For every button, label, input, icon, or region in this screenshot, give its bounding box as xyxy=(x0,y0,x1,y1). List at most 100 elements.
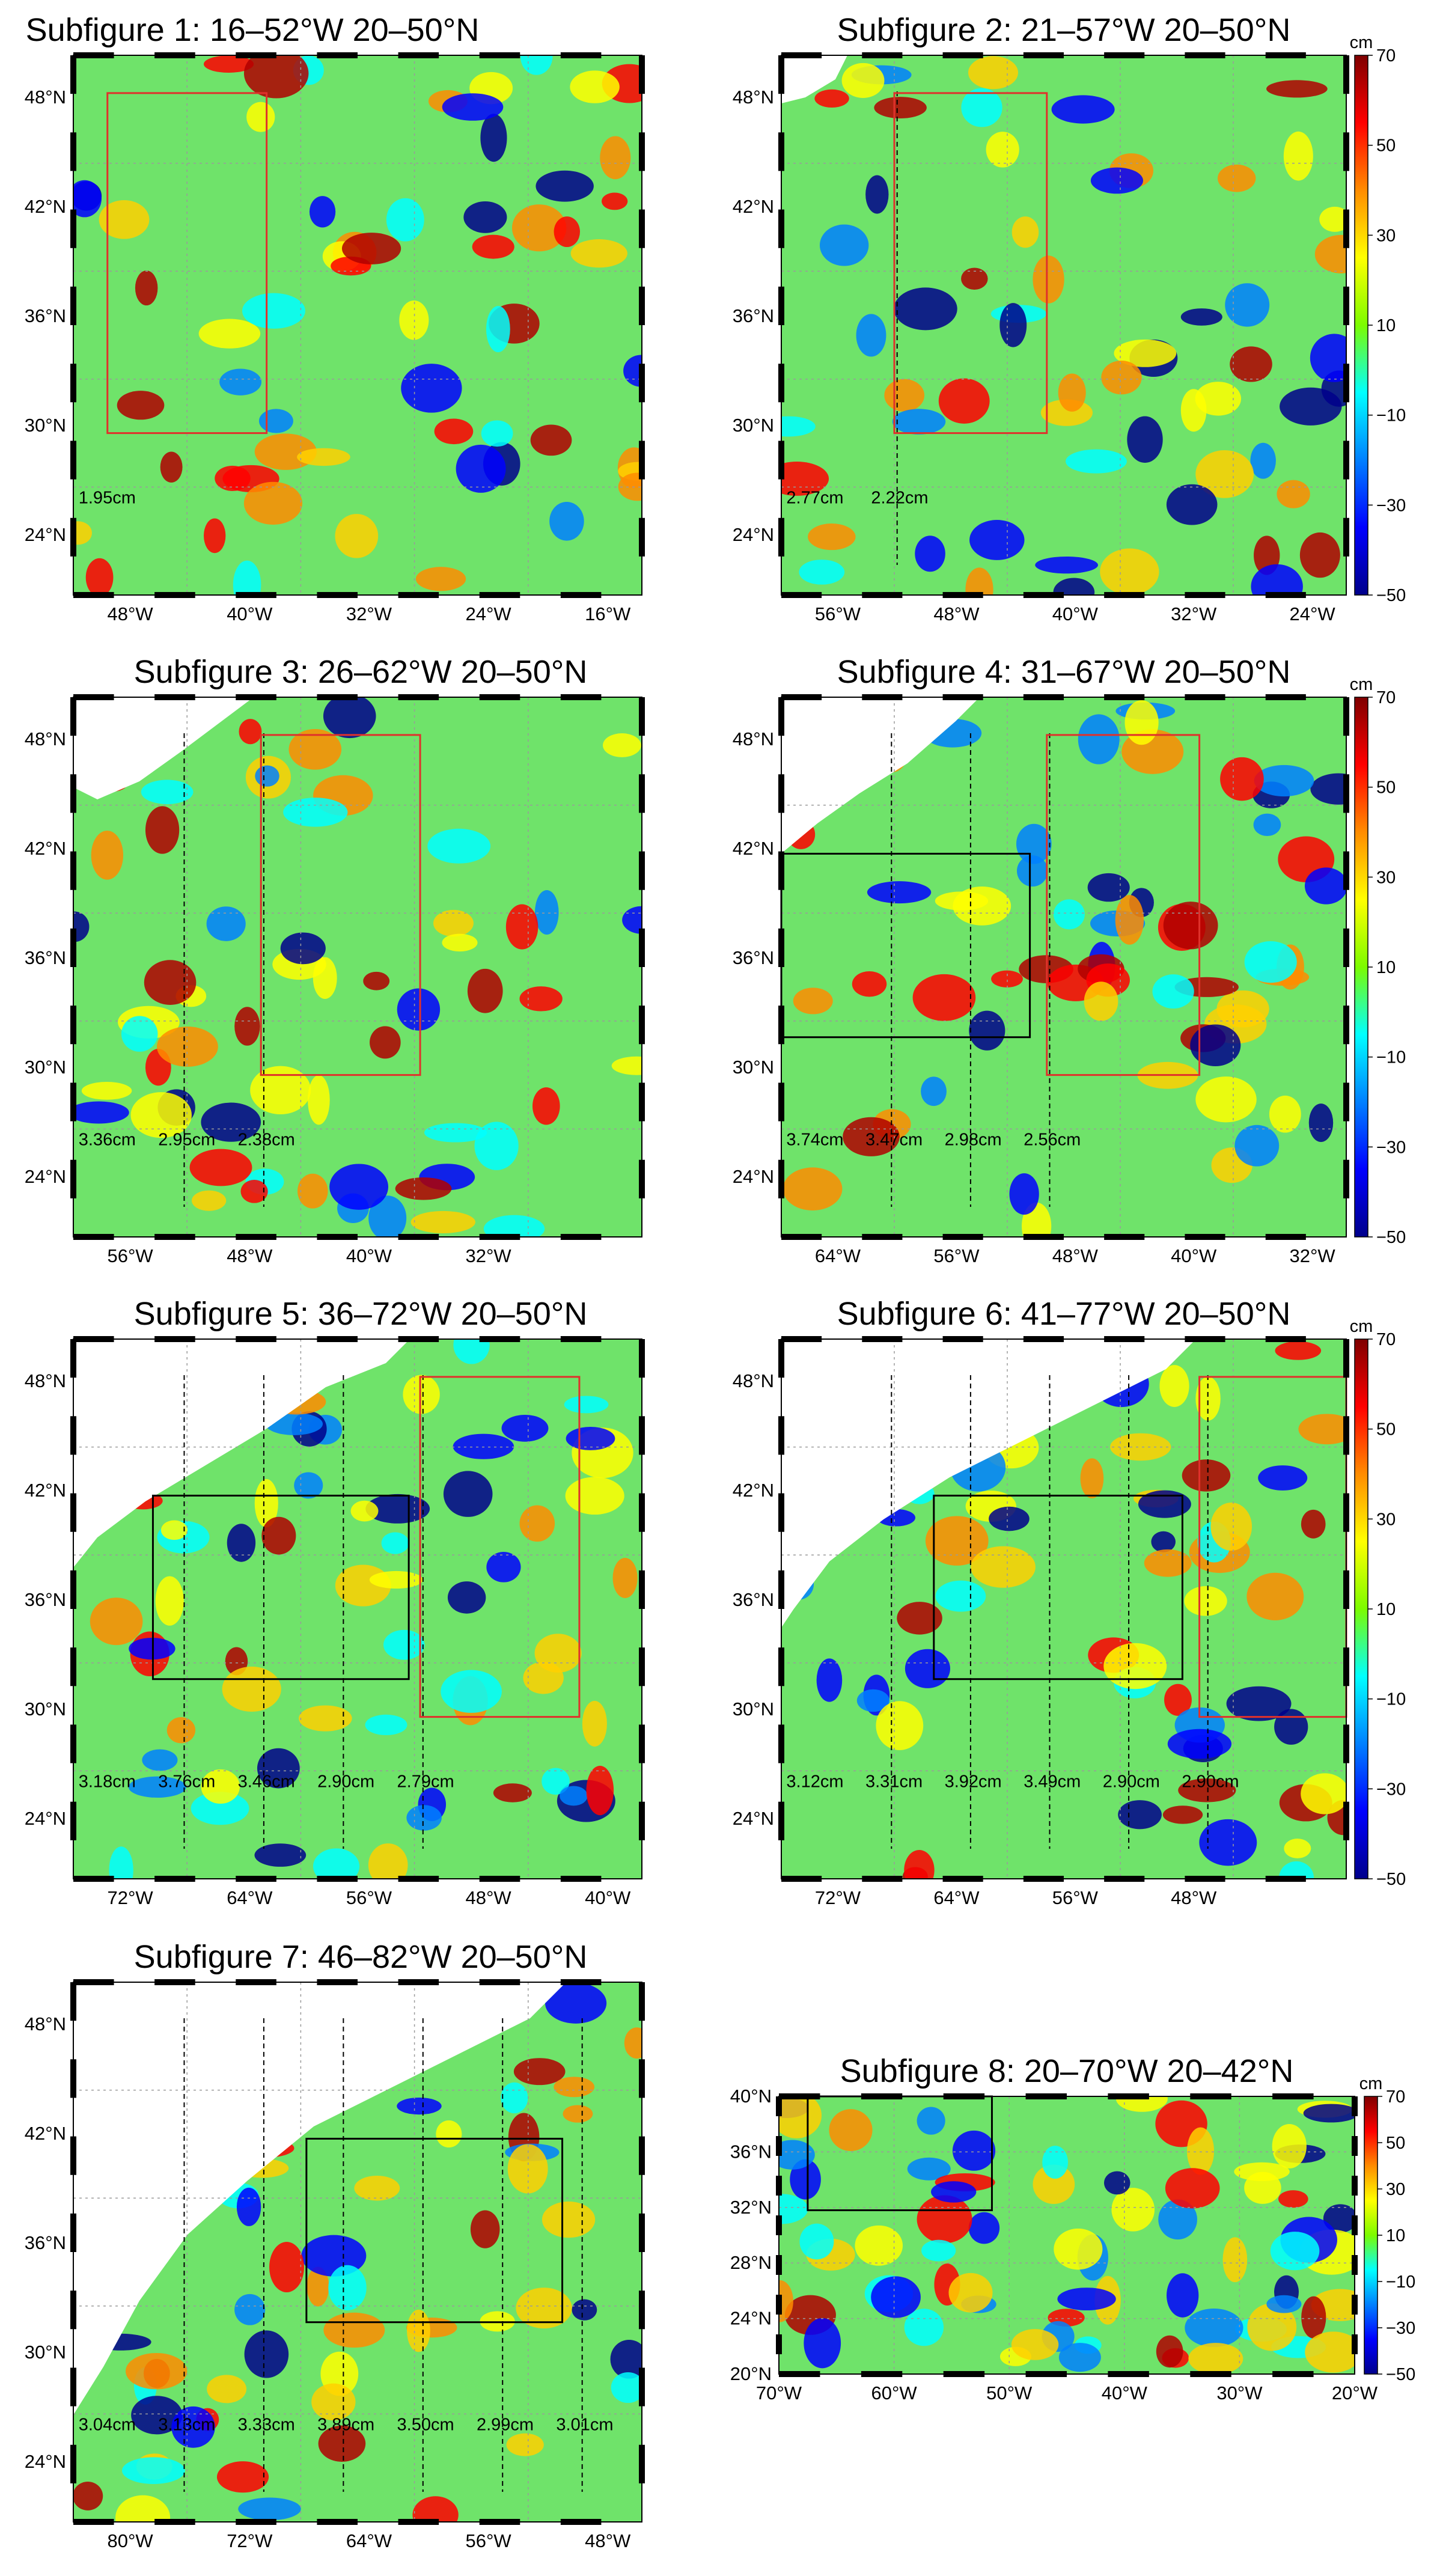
anomaly-blob xyxy=(1035,556,1098,574)
anomaly-blob xyxy=(318,2425,366,2462)
frame-checker xyxy=(778,1801,784,1840)
anomaly-blob xyxy=(1124,700,1159,745)
anomaly-blob xyxy=(308,1075,330,1125)
x-tick-label: 32°W xyxy=(466,1245,512,1266)
y-tick-label: 36°N xyxy=(25,947,66,968)
anomaly-blob xyxy=(1195,382,1242,416)
anomaly-blob xyxy=(297,448,350,466)
anomaly-blob xyxy=(799,2223,834,2260)
x-tick-label: 60°W xyxy=(871,2382,918,2404)
anomaly-blob xyxy=(804,2318,841,2369)
anomaly-blob xyxy=(1217,164,1256,192)
y-tick-label: 42°N xyxy=(733,838,774,859)
anomaly-blob xyxy=(554,2077,595,2098)
frame-checker xyxy=(398,2519,439,2525)
frame-checker xyxy=(781,52,822,58)
anomaly-blob xyxy=(242,293,305,329)
anomaly-blob xyxy=(1251,564,1303,595)
anomaly-blob xyxy=(126,2352,188,2390)
y-tick-label: 30°N xyxy=(733,1699,774,1720)
anomaly-blob xyxy=(1103,2171,1130,2195)
anomaly-blob xyxy=(1118,1800,1162,1830)
frame-checker xyxy=(778,209,784,248)
anomaly-blob xyxy=(814,89,849,108)
frame-checker xyxy=(154,694,195,700)
anomaly-blob xyxy=(991,970,1023,987)
anomaly-blob xyxy=(1270,2232,1320,2271)
anomaly-blob xyxy=(904,2309,944,2346)
frame-checker xyxy=(236,694,276,700)
anomaly-blob xyxy=(1310,773,1346,805)
land-mass xyxy=(781,697,980,853)
anomaly-blob xyxy=(545,1982,607,2024)
anomaly-blob xyxy=(1303,2104,1355,2123)
anomaly-blob xyxy=(294,1472,323,1499)
anomaly-blob xyxy=(255,765,279,787)
frame-checker xyxy=(73,592,114,598)
frame-checker xyxy=(70,517,76,557)
frame-checker xyxy=(1265,1336,1306,1342)
section-value-label: 3.13cm xyxy=(158,2415,215,2434)
frame-checker xyxy=(1343,1647,1349,1686)
anomaly-blob xyxy=(855,2225,903,2266)
y-tick-label: 36°N xyxy=(25,305,66,326)
frame-checker xyxy=(398,694,439,700)
frame-checker xyxy=(479,592,520,598)
anomaly-blob xyxy=(1011,2329,1059,2360)
anomaly-blob xyxy=(779,2194,808,2224)
anomaly-blob xyxy=(447,1581,486,1614)
anomaly-blob xyxy=(463,201,507,233)
anomaly-blob xyxy=(73,2482,103,2510)
frame-checker xyxy=(778,774,784,813)
x-tick-label: 56°W xyxy=(1052,1887,1099,1908)
anomaly-blob xyxy=(915,536,945,572)
anomaly-blob xyxy=(254,1479,278,1528)
anomaly-blob xyxy=(549,501,584,541)
frame-checker xyxy=(1343,1570,1349,1609)
anomaly-blob xyxy=(297,1173,328,1209)
frame-checker xyxy=(1343,1159,1349,1198)
frame-checker xyxy=(1104,1234,1145,1240)
frame-checker xyxy=(398,1979,439,1985)
anomaly-blob xyxy=(363,971,390,990)
section-value-label: 3.46cm xyxy=(238,1772,295,1791)
section-value-label: 1.95cm xyxy=(79,488,136,507)
anomaly-blob xyxy=(938,378,990,424)
anomaly-blob xyxy=(434,418,474,445)
frame-checker xyxy=(1272,2371,1314,2377)
anomaly-blob xyxy=(234,1007,260,1046)
frame-checker xyxy=(639,55,645,94)
anomaly-blob xyxy=(493,1783,532,1802)
anomaly-blob xyxy=(1057,2288,1116,2311)
anomaly-blob xyxy=(565,1477,624,1515)
anomaly-blob xyxy=(1279,1861,1314,1879)
section-value-label: 3.18cm xyxy=(79,1772,136,1791)
anomaly-blob xyxy=(436,2120,462,2148)
anomaly-blob xyxy=(894,287,957,331)
frame-checker xyxy=(1190,2371,1231,2377)
anomaly-blob xyxy=(600,136,631,180)
anomaly-blob xyxy=(611,1056,642,1075)
frame-checker xyxy=(639,209,645,248)
anomaly-blob xyxy=(610,2339,642,2379)
anomaly-blob xyxy=(1283,131,1313,181)
frame-checker xyxy=(639,1647,645,1686)
anomaly-blob xyxy=(1250,442,1276,479)
anomaly-blob xyxy=(917,2107,945,2135)
frame-checker xyxy=(1185,694,1225,700)
frame-checker xyxy=(1343,1082,1349,1122)
anomaly-blob xyxy=(117,391,165,420)
frame-checker xyxy=(154,1876,195,1882)
frame-checker xyxy=(639,2213,645,2252)
colorbar-tick-label: −30 xyxy=(1376,1780,1406,1799)
anomaly-blob xyxy=(819,224,869,266)
frame-checker xyxy=(776,2334,782,2354)
frame-checker xyxy=(236,2519,276,2525)
colorbar-gradient xyxy=(1364,2096,1378,2375)
anomaly-blob xyxy=(155,1576,184,1626)
anomaly-blob xyxy=(1033,255,1064,304)
anomaly-blob xyxy=(1011,216,1039,248)
anomaly-blob xyxy=(501,2082,528,2114)
